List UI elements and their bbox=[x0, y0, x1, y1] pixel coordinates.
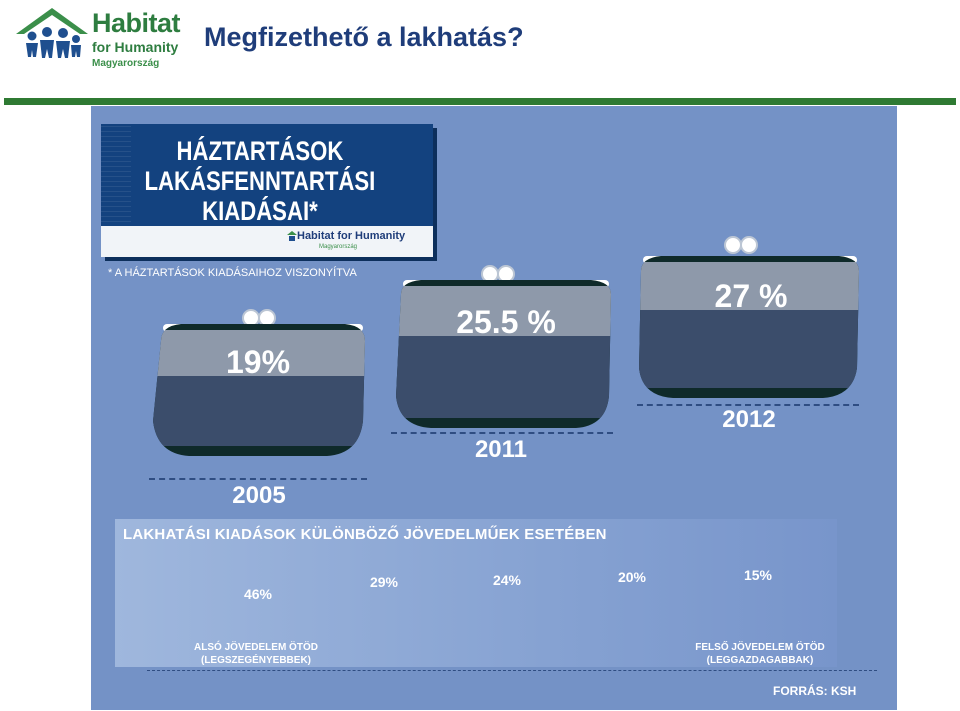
logo-country: Magyarország bbox=[92, 58, 160, 69]
quintile-pct-2: 29% bbox=[369, 574, 399, 590]
baseline-2011 bbox=[391, 432, 613, 434]
quintile-title: LAKHATÁSI KIADÁSOK KÜLÖNBÖZŐ JÖVEDELMŰEK… bbox=[123, 526, 607, 543]
lowest-quintile-line2: (LEGSZEGÉNYEBBEK) bbox=[200, 655, 311, 666]
highest-quintile-line2: (LEGGAZDAGABBAK) bbox=[706, 655, 814, 666]
lowest-quintile-label: ALSÓ JÖVEDELEM ÖTÖD (LEGSZEGÉNYEBBEK) bbox=[181, 641, 331, 667]
headline-brand-sub: Magyarország bbox=[319, 244, 358, 250]
headline-box: HÁZTARTÁSOK LAKÁSFENNTARTÁSI KIADÁSAI* bbox=[101, 124, 433, 257]
infographic-headline: HÁZTARTÁSOK LAKÁSFENNTARTÁSI KIADÁSAI* bbox=[144, 136, 376, 226]
purse-2012 bbox=[639, 236, 859, 398]
quintile-pct-3: 24% bbox=[492, 572, 522, 588]
pct-2005: 19% bbox=[225, 344, 291, 380]
headline-brand: Habitat for Humanity bbox=[297, 230, 406, 242]
lower-baseline bbox=[147, 670, 877, 671]
baseline-2005 bbox=[149, 478, 367, 480]
purse-2011 bbox=[396, 265, 611, 428]
house-people-icon bbox=[16, 8, 88, 58]
quintile-pct-4: 20% bbox=[617, 569, 647, 585]
habitat-mini-icon bbox=[287, 231, 297, 241]
quintile-panel bbox=[115, 519, 837, 667]
page-title: Megfizethető a lakhatás? bbox=[204, 22, 524, 52]
header-divider bbox=[4, 98, 956, 105]
year-2005: 2005 bbox=[232, 482, 286, 509]
quintile-pct-1: 46% bbox=[243, 586, 273, 602]
highest-quintile-label: FELSŐ JÖVEDELEM ÖTÖD (LEGGAZDAGABBAK) bbox=[685, 641, 835, 667]
source-label: FORRÁS: KSH bbox=[773, 684, 857, 698]
year-2012: 2012 bbox=[722, 406, 776, 433]
quintile-pct-5: 15% bbox=[743, 567, 773, 583]
baseline-2012 bbox=[637, 404, 859, 406]
footnote: * A HÁZTARTÁSOK KIADÁSAIHOZ VISZONYÍTVA bbox=[108, 267, 357, 279]
highest-quintile-line1: FELSŐ JÖVEDELEM ÖTÖD bbox=[695, 642, 825, 653]
pct-2012: 27 % bbox=[714, 278, 788, 314]
headline-brand-strip: Habitat for Humanity Magyarország bbox=[101, 226, 433, 257]
purse-2005 bbox=[153, 309, 365, 456]
pct-2011: 25.5 % bbox=[456, 304, 556, 340]
logo-tagline: for Humanity bbox=[92, 39, 179, 55]
logo-wordmark: Habitat bbox=[92, 8, 181, 38]
lowest-quintile-line1: ALSÓ JÖVEDELEM ÖTÖD bbox=[194, 642, 318, 653]
habitat-logo: Habitat for Humanity Magyarország bbox=[14, 6, 204, 82]
year-2011: 2011 bbox=[474, 436, 528, 463]
infographic-image: HÁZTARTÁSOK LAKÁSFENNTARTÁSI KIADÁSAI* H… bbox=[91, 106, 897, 710]
